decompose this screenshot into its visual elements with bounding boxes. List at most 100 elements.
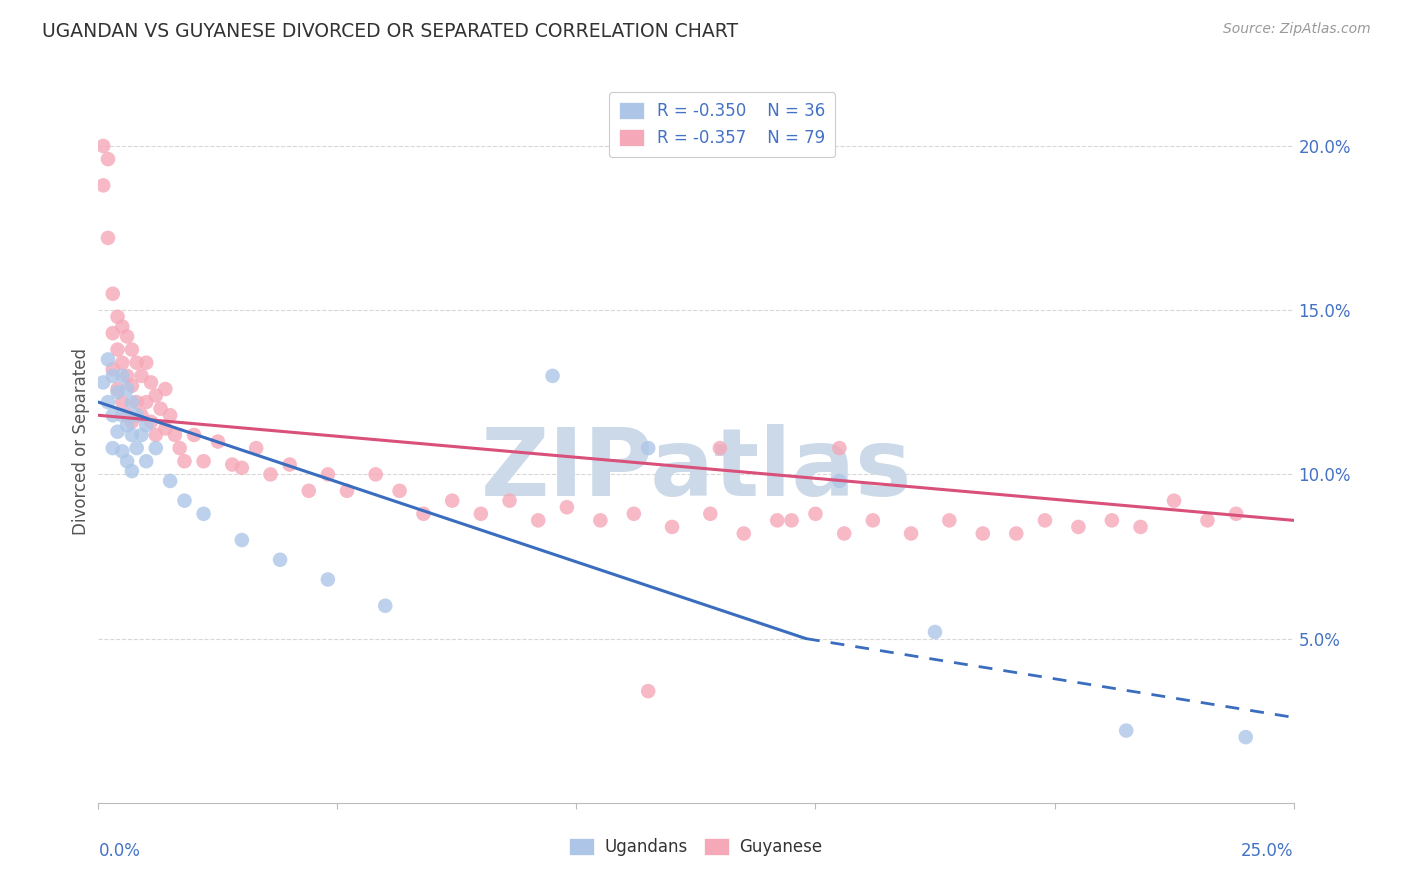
Point (1033, 513, 1056, 527)
Point (412, 507, 434, 521)
Point (245, 441, 267, 455)
Text: Source: ZipAtlas.com: Source: ZipAtlas.com (1223, 22, 1371, 37)
Point (121, 415, 143, 429)
Point (336, 483, 359, 498)
Point (97, 231, 120, 245)
Point (169, 441, 191, 455)
Point (555, 500, 578, 515)
Point (135, 454, 157, 468)
Point (828, 441, 851, 455)
Point (115, 329, 138, 343)
Point (278, 458, 301, 472)
Point (139, 415, 162, 429)
Point (107, 425, 129, 439)
Point (231, 460, 253, 475)
Point (145, 428, 167, 442)
Point (374, 599, 396, 613)
Point (135, 395, 157, 409)
Point (97, 352, 120, 367)
Point (145, 441, 167, 455)
Point (101, 286, 124, 301)
Point (766, 513, 789, 527)
Point (131, 409, 153, 423)
Text: 25.0%: 25.0% (1241, 842, 1294, 860)
Point (1129, 520, 1152, 534)
Point (107, 343, 129, 357)
Point (316, 467, 339, 482)
Point (900, 526, 922, 541)
Point (699, 507, 721, 521)
Point (709, 441, 731, 455)
Point (135, 418, 157, 433)
Point (115, 454, 138, 468)
Point (231, 533, 253, 547)
Point (498, 493, 520, 508)
Point (1005, 526, 1028, 541)
Point (637, 684, 659, 698)
Point (107, 310, 129, 324)
Point (135, 356, 157, 370)
Point (101, 326, 124, 340)
Point (111, 319, 134, 334)
Point (938, 513, 960, 527)
Point (111, 356, 134, 370)
Point (121, 464, 143, 478)
Point (97, 152, 120, 166)
Point (115, 368, 138, 383)
Point (1115, 723, 1137, 738)
Point (107, 382, 129, 396)
Point (125, 409, 148, 423)
Point (364, 467, 387, 482)
Point (221, 458, 243, 472)
Y-axis label: Divorced or Separated: Divorced or Separated (72, 348, 90, 535)
Text: 0.0%: 0.0% (98, 842, 141, 860)
Point (527, 513, 550, 527)
Point (173, 493, 195, 508)
Point (131, 368, 153, 383)
Point (1234, 730, 1257, 744)
Point (159, 409, 181, 423)
Point (101, 441, 124, 455)
Point (111, 395, 134, 409)
Point (139, 376, 162, 390)
Point (111, 409, 134, 423)
Point (661, 520, 683, 534)
Point (207, 434, 229, 449)
Point (832, 526, 855, 541)
Point (193, 507, 215, 521)
Point (101, 362, 124, 376)
Point (173, 454, 195, 468)
Point (131, 428, 153, 442)
Point (145, 388, 167, 402)
Point (441, 493, 464, 508)
Point (125, 356, 148, 370)
Point (541, 368, 564, 383)
Point (804, 507, 827, 521)
Point (637, 441, 659, 455)
Point (780, 513, 803, 527)
Point (125, 395, 148, 409)
Point (972, 526, 994, 541)
Point (155, 382, 177, 396)
Point (1163, 493, 1185, 508)
Point (163, 428, 186, 442)
Point (91, 139, 114, 153)
Point (107, 385, 129, 400)
Point (115, 409, 138, 423)
Point (470, 507, 492, 521)
Point (924, 625, 946, 640)
Point (298, 483, 321, 498)
Point (828, 474, 851, 488)
Point (125, 441, 148, 455)
Point (316, 573, 339, 587)
Point (589, 513, 612, 527)
Point (155, 421, 177, 435)
Point (115, 382, 138, 396)
Point (121, 395, 143, 409)
Point (111, 444, 134, 458)
Point (388, 483, 411, 498)
Point (269, 553, 291, 567)
Legend: Ugandans, Guyanese: Ugandans, Guyanese (562, 831, 830, 863)
Point (101, 409, 124, 423)
Point (1197, 513, 1219, 527)
